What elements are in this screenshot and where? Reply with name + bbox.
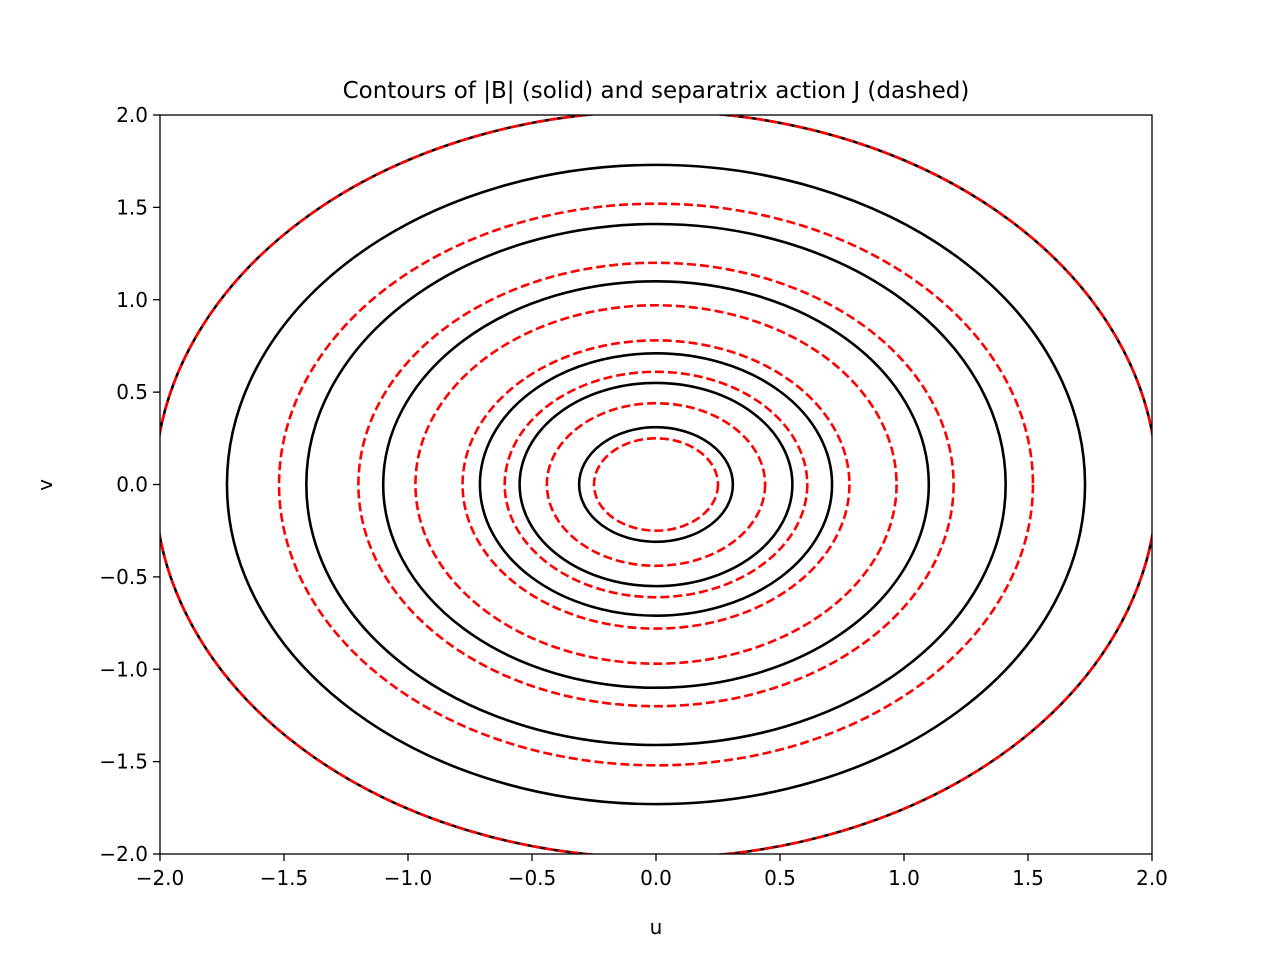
x-tick-label: 1.0 xyxy=(888,866,920,890)
solid-contour-1 xyxy=(577,425,735,544)
y-tick-label: 0.0 xyxy=(116,473,148,497)
dashed-contour-4 xyxy=(461,339,851,630)
solid-contour-5 xyxy=(305,222,1007,747)
x-tick-label: 0.0 xyxy=(640,866,672,890)
dashed-contour-2 xyxy=(545,401,767,568)
dashed-contour-1 xyxy=(592,437,720,532)
chart-title: Contours of |B| (solid) and separatrix a… xyxy=(343,78,970,104)
y-axis: −2.0 −1.5 −1.0 −0.5 0.0 0.5 1.0 1.5 2.0 xyxy=(99,103,160,866)
y-tick-label: 2.0 xyxy=(116,103,148,127)
y-tick-label: 0.5 xyxy=(116,380,148,404)
x-tick-label: −0.5 xyxy=(508,866,557,890)
y-tick-label: 1.5 xyxy=(116,195,148,219)
contour-layer xyxy=(160,115,1152,854)
solid-contour-4 xyxy=(381,279,931,690)
x-tick-label: −1.5 xyxy=(260,866,309,890)
y-tick-label: −0.5 xyxy=(99,565,148,589)
solid-contour-3 xyxy=(478,352,834,617)
solid-contour-2 xyxy=(518,381,794,588)
y-tick-label: −1.0 xyxy=(99,657,148,681)
dashed-contour-3 xyxy=(503,370,809,599)
y-tick-label: −2.0 xyxy=(99,842,148,866)
dashed-contour-7 xyxy=(277,202,1035,767)
x-tick-label: −2.0 xyxy=(136,866,185,890)
x-tick-label: 1.5 xyxy=(1012,866,1044,890)
x-tick-label: 0.5 xyxy=(764,866,796,890)
x-tick-label: 2.0 xyxy=(1136,866,1168,890)
dashed-contour-6 xyxy=(357,261,955,708)
x-tick-label: −1.0 xyxy=(384,866,433,890)
x-axis: −2.0 −1.5 −1.0 −0.5 0.0 0.5 1.0 1.5 2.0 xyxy=(136,854,1168,890)
x-axis-label: u xyxy=(650,915,663,939)
solid-contour-6 xyxy=(225,163,1087,806)
y-axis-label: v xyxy=(33,479,57,491)
dashed-contour-5 xyxy=(414,303,898,666)
y-tick-label: −1.5 xyxy=(99,750,148,774)
y-tick-label: 1.0 xyxy=(116,288,148,312)
